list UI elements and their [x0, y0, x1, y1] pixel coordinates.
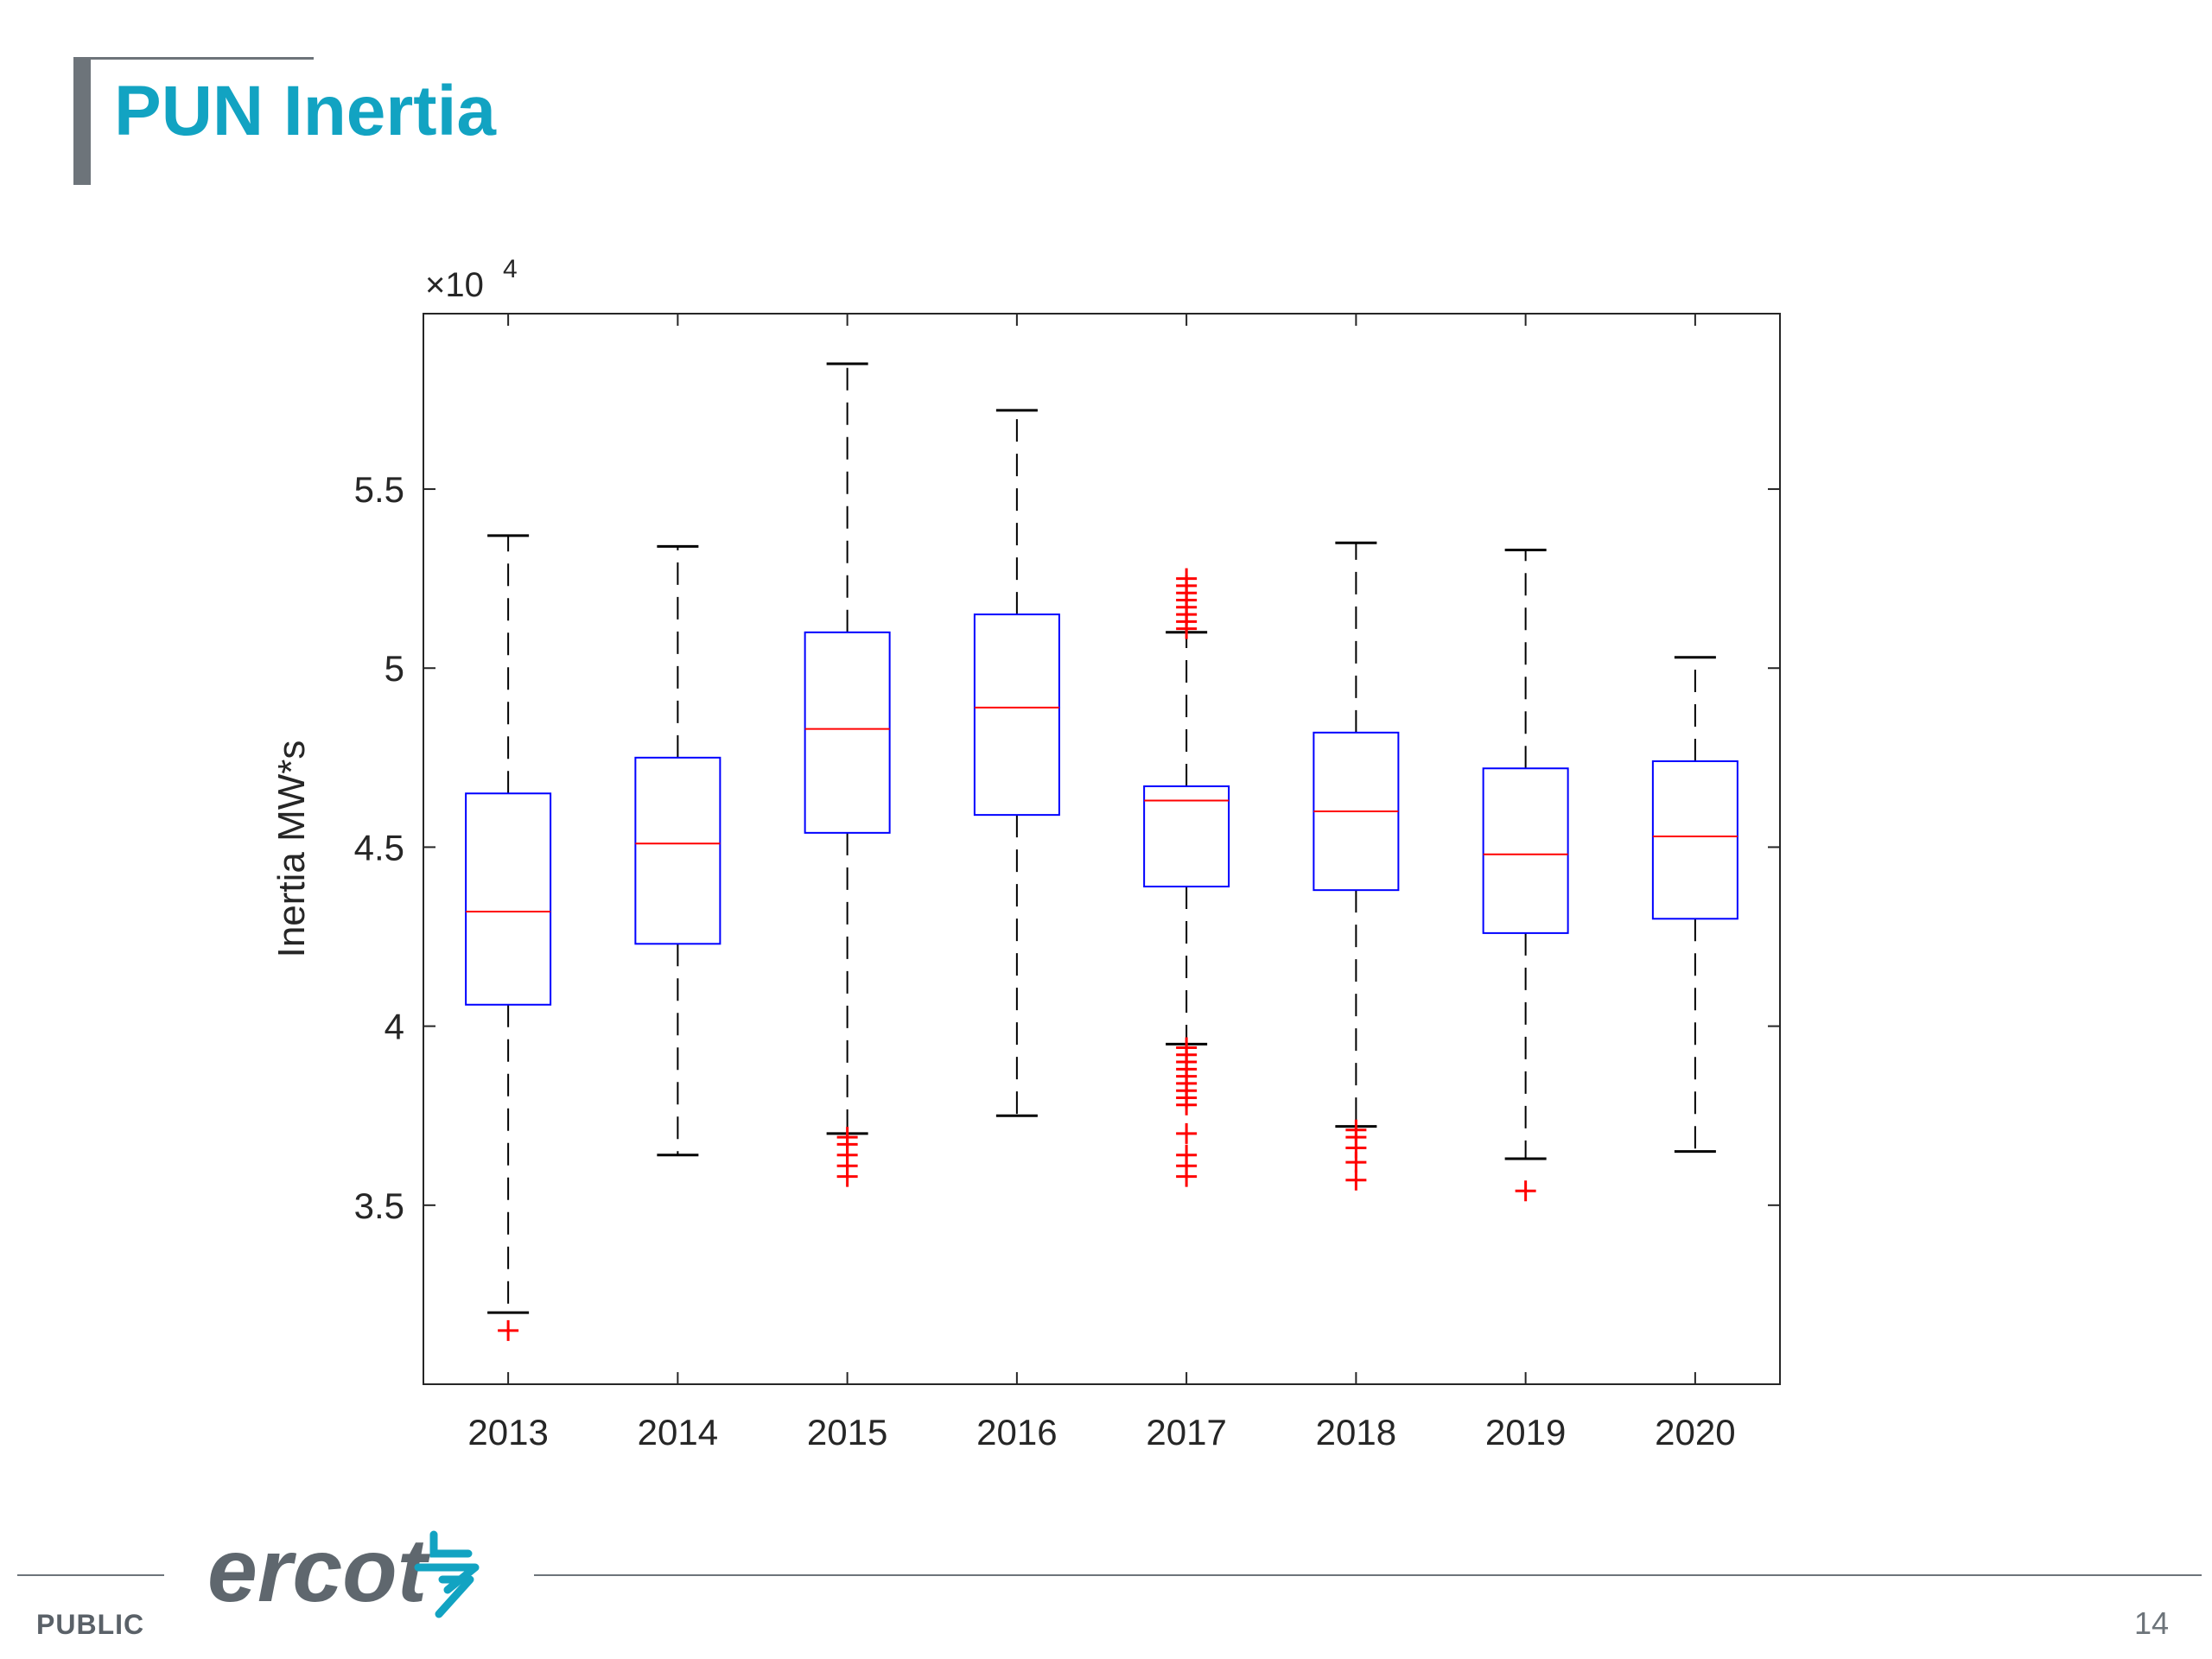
title-accent-bar-top	[73, 57, 314, 60]
outlier-marker	[1515, 1180, 1536, 1202]
footer-public-label: PUBLIC	[36, 1609, 145, 1640]
slide-title: PUN Inertia	[114, 72, 496, 150]
x-tick-label: 2015	[807, 1412, 887, 1452]
footer-divider-left	[17, 1574, 164, 1576]
y-tick-label: 5	[385, 648, 404, 689]
y-tick-label: 4	[385, 1007, 404, 1047]
plot-area-frame	[423, 313, 1781, 1385]
y-tick-label: 5.5	[354, 469, 404, 510]
x-tick-label: 2014	[638, 1412, 718, 1452]
x-tick-label: 2018	[1316, 1412, 1396, 1452]
ercot-swirl-icon	[414, 1530, 480, 1618]
iqr-box	[1651, 760, 1738, 920]
ercot-logo-text: ercot	[207, 1521, 428, 1621]
outlier-marker	[498, 1319, 519, 1341]
iqr-box	[634, 756, 721, 945]
x-tick-label: 2017	[1146, 1412, 1226, 1452]
y-exponent-label: ×10	[425, 266, 484, 304]
outlier-marker	[1176, 1037, 1198, 1058]
outlier-marker	[1176, 1122, 1198, 1144]
x-tick-label: 2020	[1655, 1412, 1735, 1452]
iqr-box	[1482, 767, 1569, 934]
x-tick-label: 2013	[467, 1412, 548, 1452]
title-accent-bar-left	[73, 57, 91, 185]
y-axis-label: Inertia MW*s	[270, 741, 313, 958]
outlier-marker	[836, 1127, 858, 1148]
y-tick-label: 3.5	[354, 1185, 404, 1226]
x-tick-label: 2016	[976, 1412, 1057, 1452]
page-number: 14	[2133, 1605, 2169, 1641]
iqr-box	[804, 631, 891, 834]
footer-divider-right	[534, 1574, 2202, 1576]
iqr-box	[973, 613, 1060, 817]
iqr-box	[465, 792, 552, 1006]
outlier-marker	[1345, 1119, 1367, 1141]
outlier-marker	[1176, 1144, 1198, 1166]
x-tick-label: 2019	[1485, 1412, 1566, 1452]
iqr-box	[1143, 785, 1230, 888]
outlier-marker	[1345, 1169, 1367, 1191]
y-exponent-power: 4	[503, 255, 518, 283]
y-tick-label: 4.5	[354, 827, 404, 868]
outlier-marker	[1176, 568, 1198, 589]
